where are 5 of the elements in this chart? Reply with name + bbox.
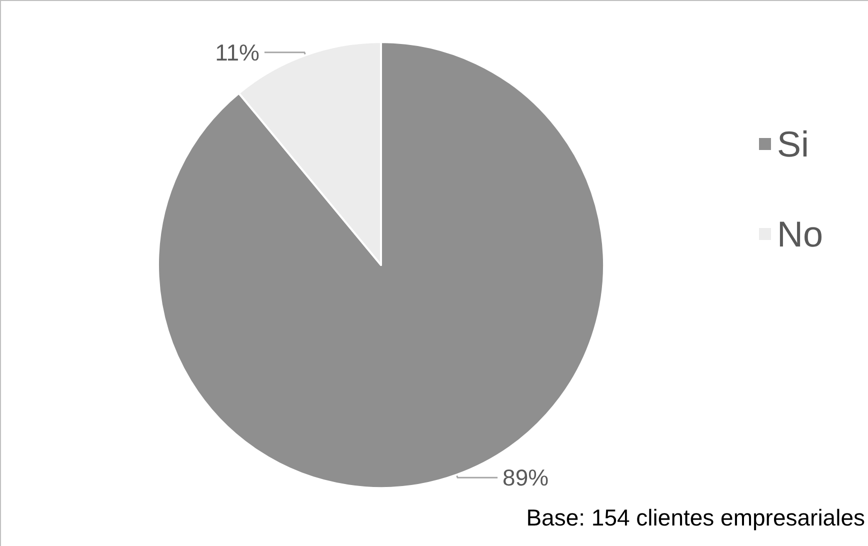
text: Base: 154 clientes empresariales: [526, 504, 866, 530]
legend-label: Si: [777, 124, 810, 164]
legend-label: No: [777, 214, 824, 254]
data-label: 89%: [502, 464, 549, 491]
data-label: 11%: [215, 39, 260, 66]
